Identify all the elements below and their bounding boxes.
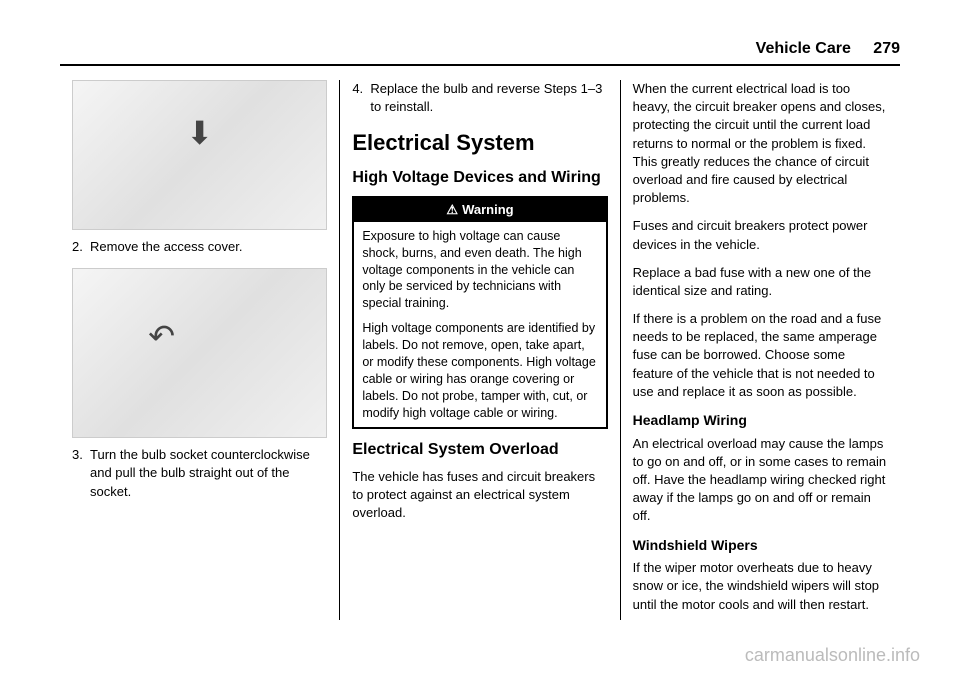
- heading-electrical-system: Electrical System: [352, 128, 607, 159]
- section-title: Vehicle Care: [756, 40, 851, 57]
- heading-headlamp-wiring: Headlamp Wiring: [633, 411, 888, 431]
- column-3: When the current electrical load is too …: [621, 80, 900, 620]
- watermark: carmanualsonline.info: [745, 645, 920, 666]
- content-columns: ⬇ 2. Remove the access cover. ↶ 3. Turn …: [60, 80, 900, 620]
- step-number: 2.: [72, 238, 90, 256]
- paragraph: Replace a bad fuse with a new one of the…: [633, 264, 888, 300]
- step-2: 2. Remove the access cover.: [72, 238, 327, 256]
- warning-paragraph: High voltage components are identified b…: [362, 320, 597, 421]
- step-text: Replace the bulb and reverse Steps 1–3 t…: [370, 80, 607, 116]
- warning-box: ⚠ Warning Exposure to high voltage can ca…: [352, 196, 607, 430]
- paragraph: Fuses and circuit breakers protect power…: [633, 217, 888, 253]
- heading-system-overload: Electrical System Overload: [352, 439, 607, 461]
- warning-label: Warning: [462, 202, 514, 217]
- paragraph: An electrical overload may cause the lam…: [633, 435, 888, 526]
- step-3: 3. Turn the bulb socket counterclockwise…: [72, 446, 327, 501]
- manual-page: Vehicle Care 279 ⬇ 2. Remove the access …: [0, 0, 960, 678]
- paragraph: If there is a problem on the road and a …: [633, 310, 888, 401]
- step-number: 4.: [352, 80, 370, 116]
- step-4: 4. Replace the bulb and reverse Steps 1–…: [352, 80, 607, 116]
- heading-high-voltage: High Voltage Devices and Wiring: [352, 167, 607, 189]
- warning-icon: ⚠: [446, 202, 458, 217]
- paragraph: The vehicle has fuses and circuit breake…: [352, 468, 607, 523]
- step-text: Turn the bulb socket counterclockwise an…: [90, 446, 327, 501]
- arrow-down-icon: ⬇: [186, 111, 213, 156]
- column-2: 4. Replace the bulb and reverse Steps 1–…: [340, 80, 620, 620]
- figure-access-cover: ⬇: [72, 80, 327, 230]
- warning-header: ⚠ Warning: [354, 198, 605, 222]
- paragraph: If the wiper motor overheats due to heav…: [633, 559, 888, 614]
- heading-windshield-wipers: Windshield Wipers: [633, 536, 888, 556]
- step-number: 3.: [72, 446, 90, 501]
- warning-body: Exposure to high voltage can cause shock…: [354, 222, 605, 428]
- arrow-curve-icon: ↶: [148, 314, 175, 359]
- page-number: 279: [873, 40, 900, 57]
- warning-paragraph: Exposure to high voltage can cause shock…: [362, 228, 597, 312]
- column-1: ⬇ 2. Remove the access cover. ↶ 3. Turn …: [60, 80, 340, 620]
- paragraph: When the current electrical load is too …: [633, 80, 888, 207]
- figure-bulb-socket: ↶: [72, 268, 327, 438]
- step-text: Remove the access cover.: [90, 238, 327, 256]
- page-header: Vehicle Care 279: [60, 40, 900, 66]
